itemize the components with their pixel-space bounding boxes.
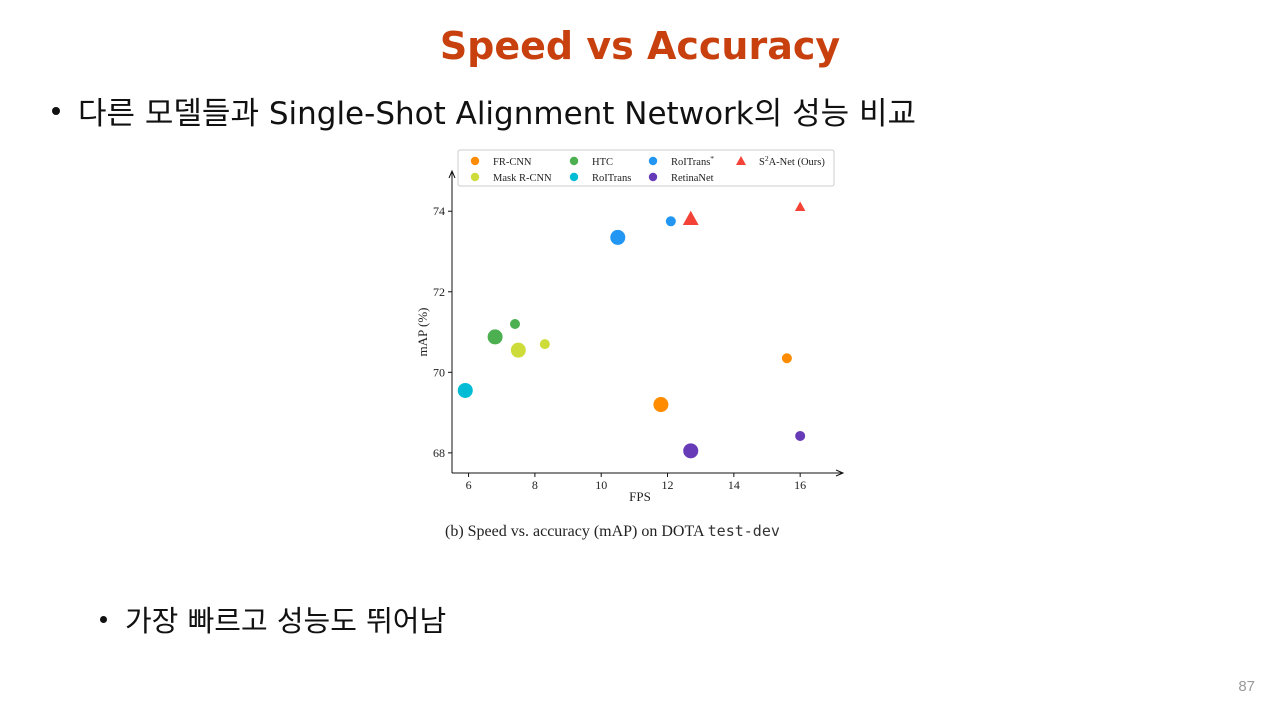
legend-label: HTC	[592, 157, 613, 168]
figure-caption: (b) Speed vs. accuracy (mAP) on DOTA tes…	[445, 522, 780, 541]
bullet-main-text: 다른 모델들과 Single-Shot Alignment Network의 성…	[78, 96, 917, 132]
y-axis-arrow	[448, 169, 456, 179]
y-tick-label: 72	[433, 285, 445, 299]
data-point	[683, 443, 699, 459]
legend-label: RoITrans*	[671, 154, 714, 168]
legend-marker-triangle	[736, 156, 746, 165]
chart-marks	[457, 201, 806, 459]
chart-axes	[448, 169, 845, 477]
caption-code: test-dev	[707, 522, 780, 540]
legend-marker	[569, 156, 579, 166]
x-tick-label: 16	[794, 478, 806, 492]
slide-title: Speed vs Accuracy	[439, 24, 841, 68]
data-point	[795, 430, 806, 441]
y-tick-label: 74	[433, 204, 445, 218]
x-tick-label: 12	[662, 478, 674, 492]
x-tick-label: 6	[466, 478, 472, 492]
data-point	[510, 319, 520, 329]
y-axis-label: mAP (%)	[415, 308, 430, 357]
legend-marker	[470, 156, 480, 166]
legend-label: RetinaNet	[671, 173, 714, 184]
bullet-main: 다른 모델들과 Single-Shot Alignment Network의 성…	[52, 88, 916, 133]
bullet-dot	[52, 106, 60, 115]
legend-marker	[569, 172, 579, 182]
data-point-triangle	[794, 201, 806, 212]
data-point	[653, 397, 669, 413]
bullet-sub-text: 가장 빠르고 성능도 뛰어남	[125, 604, 447, 638]
page-number: 87	[1238, 678, 1255, 695]
chart-legend: FR-CNN HTC RoITrans* S2A-Net (Ours) Mask R-C…	[457, 149, 835, 187]
x-tick-label: 10	[595, 478, 607, 492]
data-point	[610, 229, 626, 245]
data-point	[539, 339, 550, 350]
y-tick-label: 68	[433, 446, 445, 460]
x-axis-arrow	[835, 469, 845, 477]
legend-label: Mask R-CNN	[493, 173, 552, 184]
bullet-sub: 가장 빠르고 성능도 뛰어남	[100, 598, 446, 640]
caption-text: (b) Speed vs. accuracy (mAP) on DOTA	[445, 523, 708, 540]
x-axis-label: FPS	[629, 489, 651, 504]
data-point	[781, 353, 792, 364]
data-point	[487, 329, 503, 345]
y-tick-label: 70	[433, 365, 445, 379]
legend-label: FR-CNN	[493, 157, 532, 168]
legend-label: RoITrans	[592, 173, 631, 184]
data-point	[665, 216, 676, 227]
legend-marker	[470, 172, 480, 182]
x-tick-label: 14	[728, 478, 740, 492]
legend-marker	[648, 156, 658, 166]
legend-label: S2A-Net (Ours)	[759, 154, 825, 168]
x-tick-label: 8	[532, 478, 538, 492]
data-point	[457, 382, 473, 398]
data-point	[510, 342, 526, 358]
data-point-triangle	[682, 210, 699, 225]
bullet-dot	[100, 615, 107, 623]
legend-marker	[648, 172, 658, 182]
